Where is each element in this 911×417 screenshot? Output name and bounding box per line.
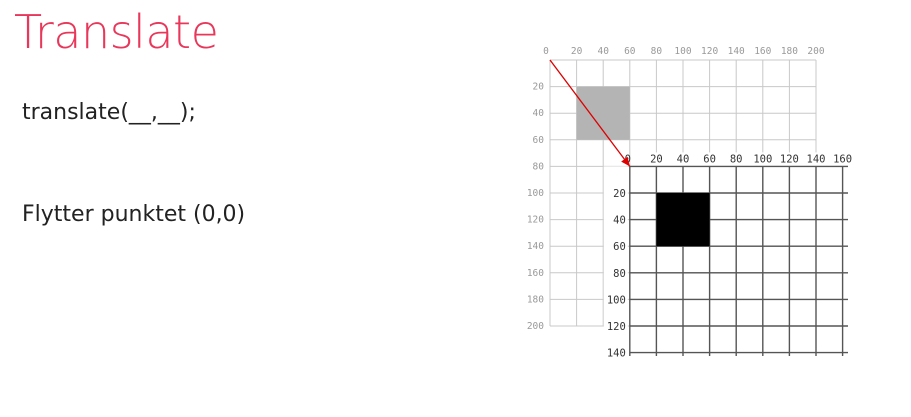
- y-tick-label: 140: [607, 348, 626, 360]
- y-tick-label: 20: [533, 82, 545, 93]
- x-tick-label: 100: [753, 153, 772, 165]
- arrow-shaft: [549, 59, 631, 167]
- y-tick-label: 200: [527, 321, 544, 332]
- x-tick-label: 0: [543, 46, 549, 57]
- x-tick-label: 20: [650, 153, 663, 165]
- x-tick-label: 160: [754, 46, 771, 57]
- y-tick-label: 40: [613, 215, 626, 227]
- y-tick-label: 100: [527, 188, 544, 199]
- y-tick-label: 120: [607, 321, 626, 333]
- x-tick-label: 140: [807, 153, 826, 165]
- translated-square: [656, 193, 710, 247]
- y-tick-label: 20: [613, 188, 626, 200]
- code-line: translate(__,__);: [22, 100, 196, 125]
- y-tick-label: 140: [527, 241, 544, 252]
- x-tick-label: 60: [703, 153, 716, 165]
- y-tick-label: 80: [613, 268, 626, 280]
- x-tick-label: 120: [701, 46, 718, 57]
- x-tick-label: 60: [624, 46, 636, 57]
- slide-title: Translate: [14, 5, 219, 59]
- y-tick-label: 40: [533, 108, 545, 119]
- x-tick-label: 80: [651, 46, 663, 57]
- arrow-head: [621, 156, 630, 167]
- y-tick-label: 80: [533, 161, 545, 172]
- x-tick-label: 120: [780, 153, 799, 165]
- x-tick-label: 40: [597, 46, 609, 57]
- x-tick-label: 140: [728, 46, 745, 57]
- translation-arrow: [549, 59, 631, 167]
- y-label-band: [603, 166, 628, 356]
- description-line: Flytter punktet (0,0): [22, 202, 246, 227]
- y-tick-label: 180: [527, 294, 544, 305]
- y-tick-label: 60: [533, 135, 545, 146]
- x-tick-label: 20: [571, 46, 583, 57]
- x-tick-label: 80: [730, 153, 743, 165]
- x-label-band: [631, 152, 850, 167]
- x-tick-label: 40: [677, 153, 690, 165]
- y-tick-label: 60: [613, 241, 626, 253]
- y-tick-label: 100: [607, 294, 626, 306]
- x-tick-label: 200: [807, 46, 824, 57]
- y-tick-label: 160: [527, 268, 544, 279]
- x-tick-label: 160: [833, 153, 852, 165]
- x-tick-label: 180: [781, 46, 798, 57]
- y-tick-label: 120: [527, 215, 544, 226]
- x-tick-label: 100: [674, 46, 691, 57]
